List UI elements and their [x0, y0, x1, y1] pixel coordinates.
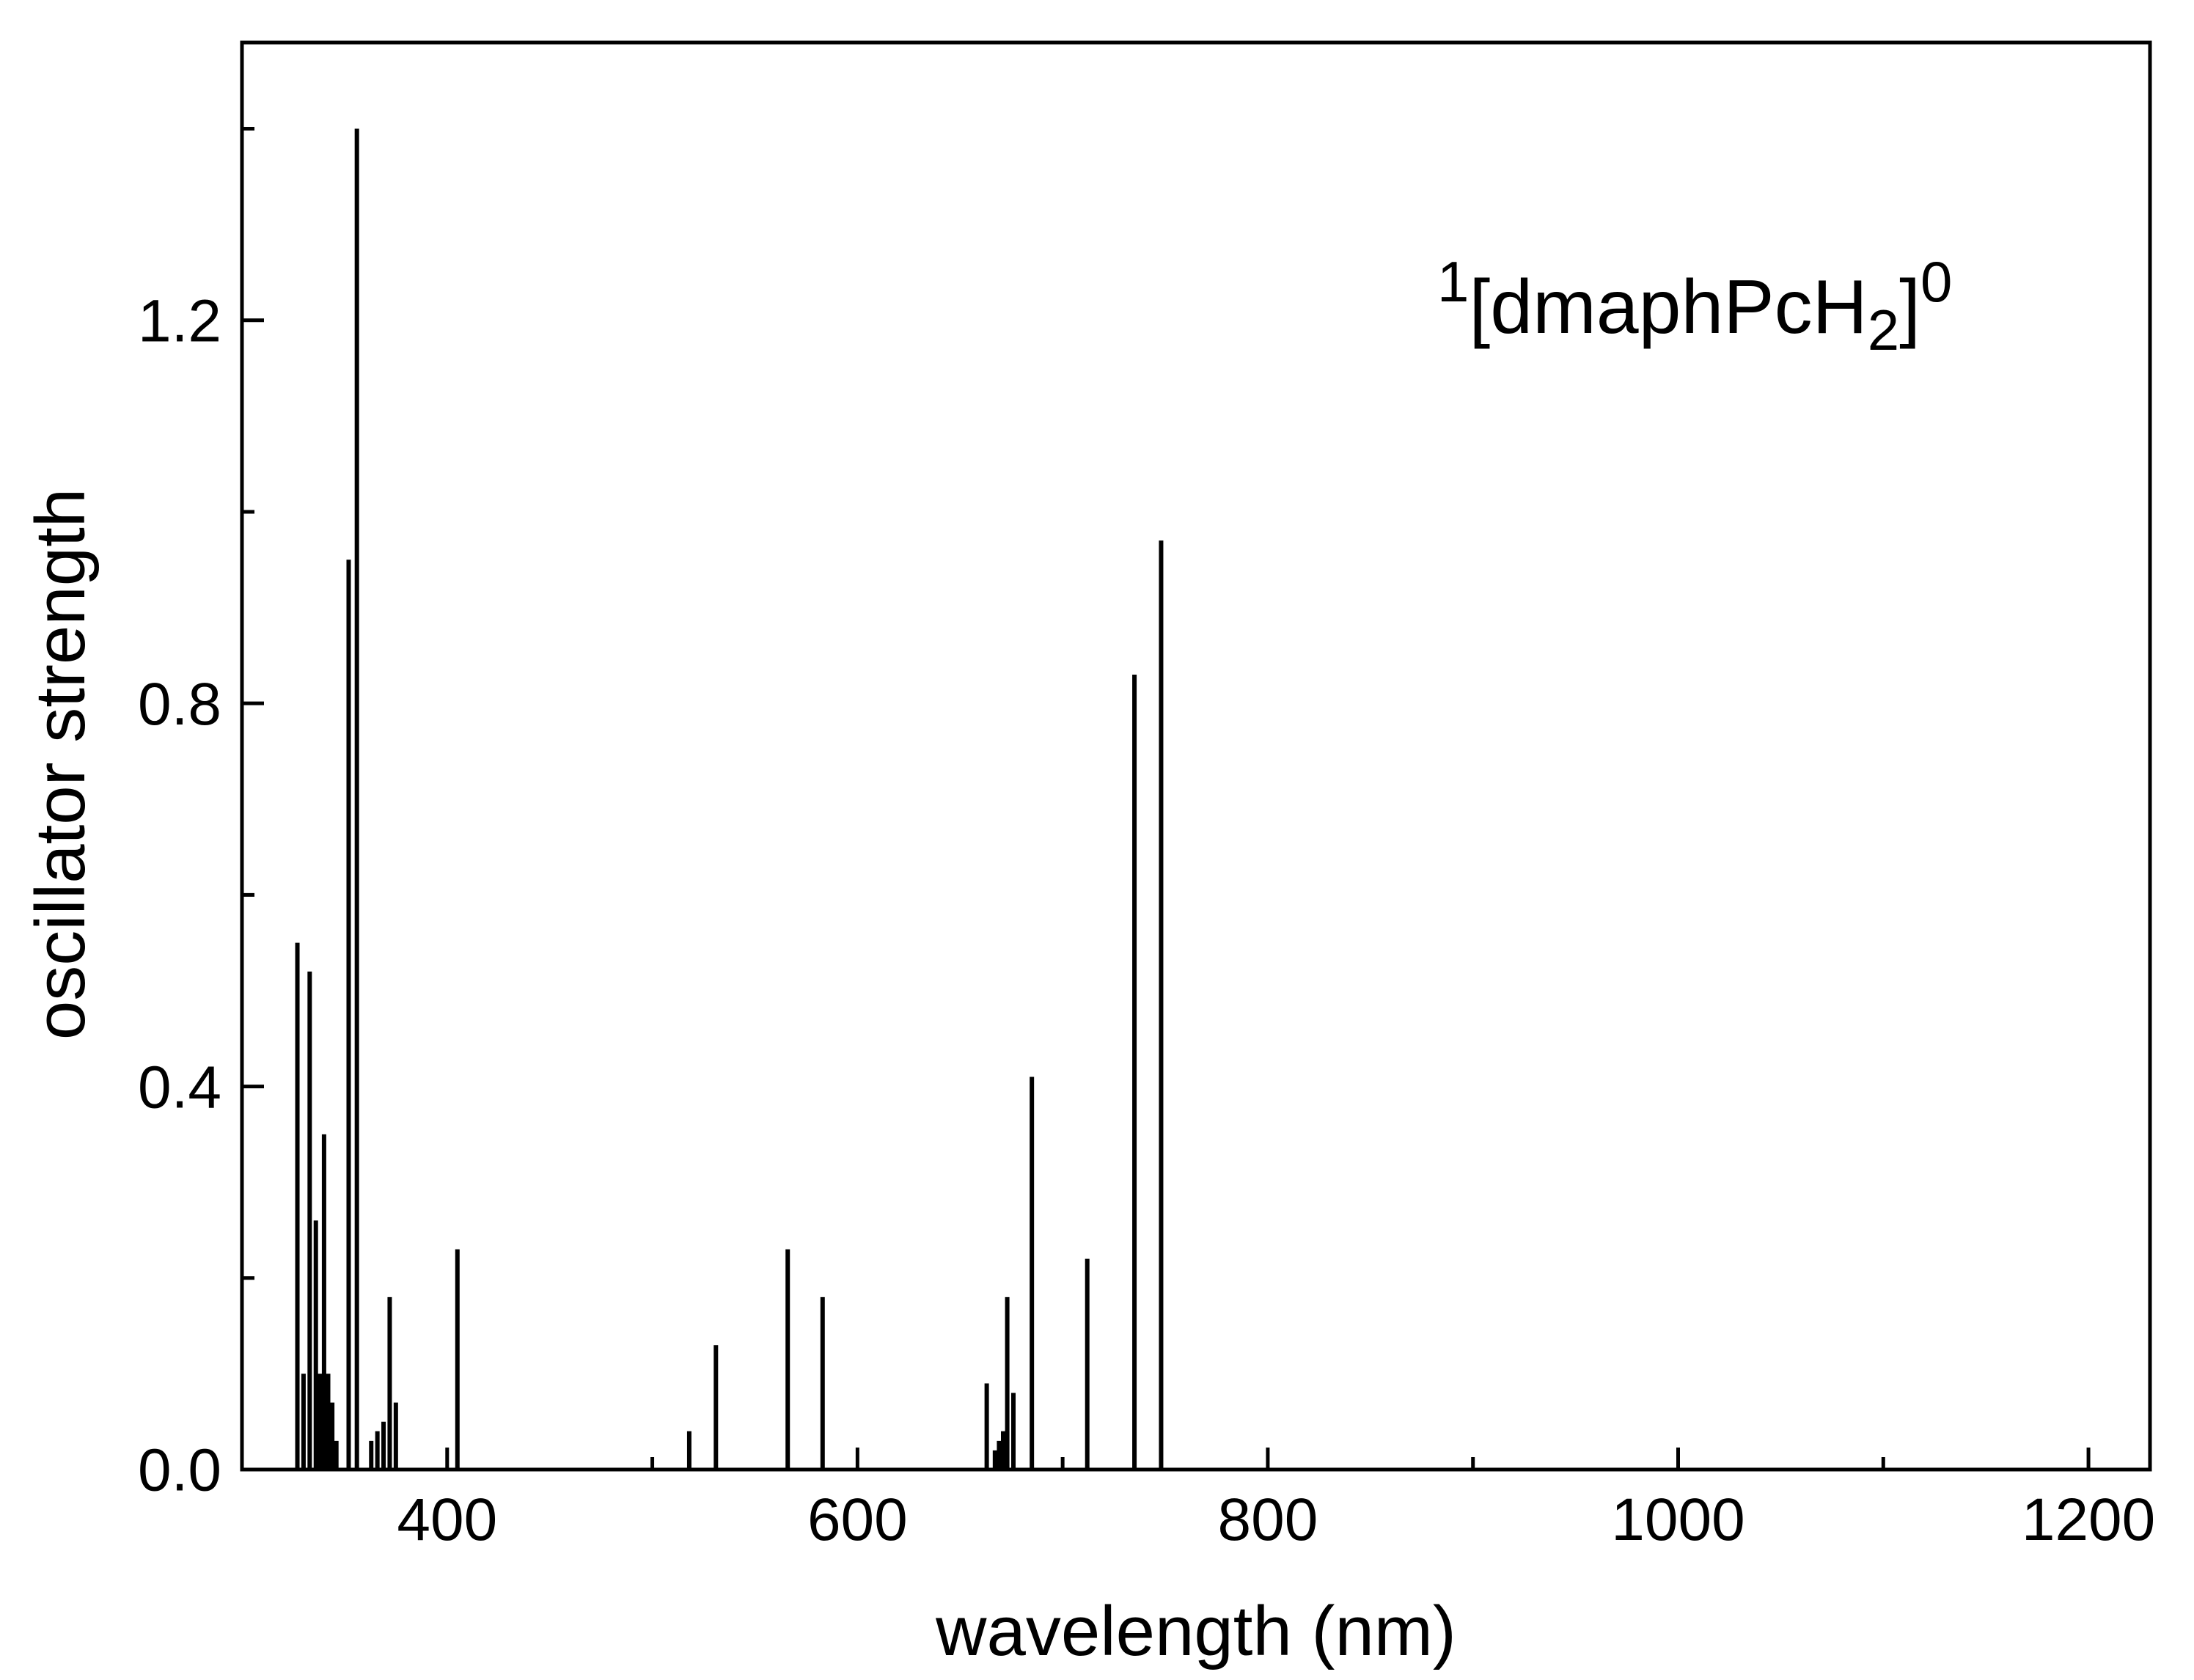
x-tick-label: 800	[1218, 1486, 1318, 1553]
y-axis-ticks	[242, 318, 264, 1472]
y-tick-label: 0.8	[138, 671, 221, 738]
y-tick-label: 0.0	[138, 1437, 221, 1504]
x-tick-label: 1000	[1611, 1486, 1744, 1553]
x-tick-label: 1200	[2022, 1486, 2155, 1553]
y-tick-label: 0.4	[138, 1054, 221, 1120]
plot-frame	[240, 40, 2152, 1472]
x-axis-ticks	[445, 1448, 2091, 1470]
x-axis-tick-labels: 400 600 800 1000 1200	[397, 1486, 2155, 1553]
x-axis-title: wavelength (nm)	[936, 1592, 1456, 1670]
spectrum-sticks	[295, 128, 1164, 1468]
annotation-superscript-right: 0	[1920, 249, 1953, 315]
x-tick-label: 600	[807, 1486, 908, 1553]
y-tick-label: 1.2	[138, 287, 221, 354]
y-axis-title: oscillator strength	[21, 488, 100, 1041]
x-tick-label: 400	[397, 1486, 497, 1553]
annotation-formula: 1[dmaphPcH2]0	[1437, 249, 1952, 362]
annotation-subscript: 2	[1867, 298, 1900, 363]
minor-ticks	[242, 127, 1885, 1470]
annotation-body: [dmaphPcH	[1469, 265, 1868, 350]
annotation-superscript-left: 1	[1437, 249, 1470, 315]
y-axis-tick-labels: 0.0 0.4 0.8 1.2	[138, 287, 221, 1503]
annotation-bracket-close: ]	[1899, 265, 1921, 350]
